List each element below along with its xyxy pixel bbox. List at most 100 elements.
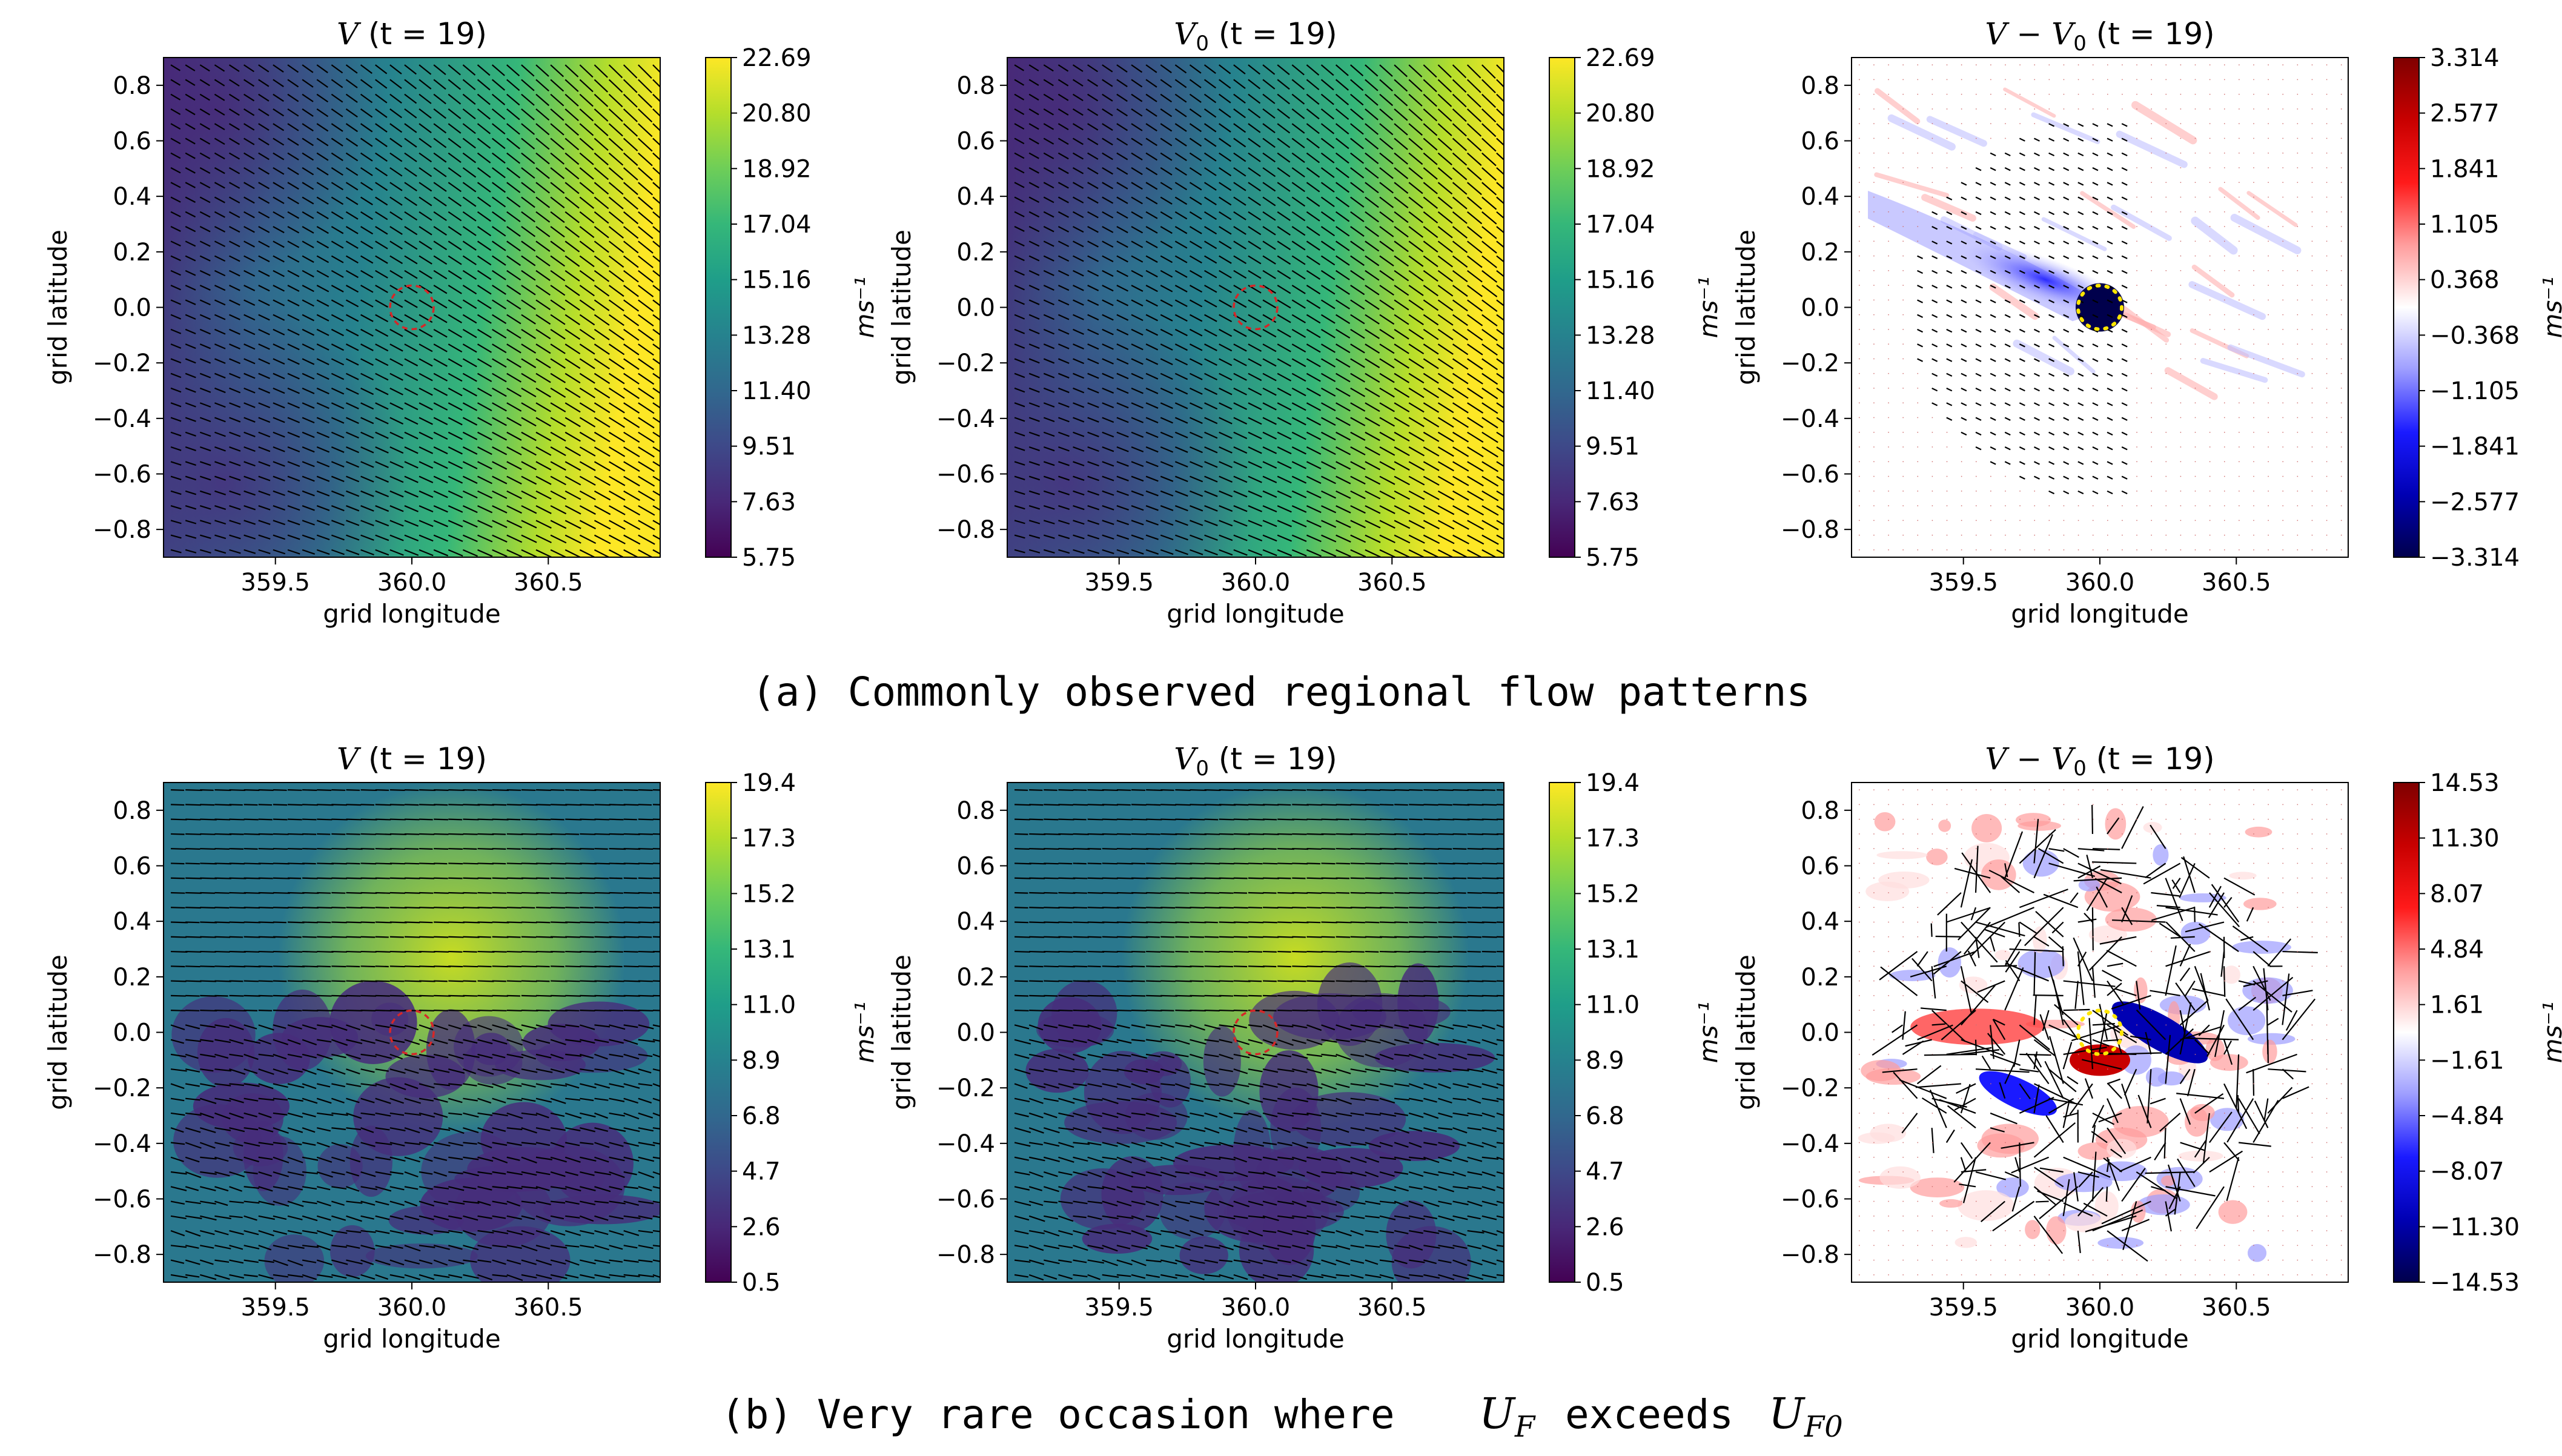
quiver-arrow [1320,328,1336,339]
quiver-arrow [1028,108,1039,116]
difference-streak [1921,194,1976,222]
title-subscript: 0 [2073,31,2087,56]
quiver-arrow [1452,299,1468,312]
quiver-arrow [1043,372,1055,379]
quiver-arrow [492,1274,508,1277]
quiver-arrow [492,372,507,383]
quiver-arrow [2077,240,2084,245]
quiver-arrow [1014,417,1025,422]
quiver-arrow [1116,534,1130,540]
quiver-arrow [1946,328,1953,333]
quiver-arrow [1087,226,1099,233]
quiver-arrow [652,965,660,967]
quiver-arrow [1277,152,1291,163]
quiver-arrow [389,1068,406,1074]
quiver-arrow [1233,387,1247,395]
colorbar-tick-label: 15.2 [742,880,796,908]
quiver-arrow [185,1230,201,1237]
quiver-arrow [375,343,389,352]
quiver-arrow [1437,431,1454,443]
quiver-arrow [506,818,521,821]
quiver-arrow [1043,285,1054,291]
difference-streak [2041,217,2107,251]
quiver-arrow [492,549,508,557]
quiver-arrow [1160,226,1173,234]
quiver-arrow [1320,285,1336,295]
quiver-arrow [580,980,597,982]
quiver-arrow [243,1215,257,1221]
quiver-arrow [331,1186,347,1190]
quiver-arrow [1131,314,1144,322]
quiver-arrow [477,936,491,938]
quiver-arrow [1087,211,1099,219]
quiver-arrow [1291,182,1305,193]
quiver-arrow [623,936,640,938]
y-tick-label: −0.6 [1781,461,1839,489]
quiver-arrow [273,196,285,204]
quiver-arrow [419,446,434,454]
quiver-arrow [491,167,506,179]
quiver-arrow [1350,152,1365,164]
quiver-arrow [317,833,331,835]
quiver-arrow [258,240,270,248]
quiver-arrow [565,1097,581,1101]
quiver-arrow [389,343,403,352]
quiver-arrow [463,1156,479,1160]
quiver-arrow [521,1215,535,1220]
quiver-arrow [477,1274,493,1281]
quiver-arrow [652,314,660,322]
quiver-arrow [609,818,624,821]
quiver-arrow [258,475,271,481]
quiver-arrow [1452,372,1469,385]
quiver-arrow [580,1097,594,1102]
quiver-arrow [331,950,347,953]
quiver-arrow [229,877,247,879]
quiver-arrow [535,1010,550,1011]
quiver-arrow [521,461,537,471]
quiver-arrow [1248,93,1261,104]
quiver-arrow [1073,534,1085,540]
quiver-arrow [535,64,549,77]
quiver-arrow [521,93,535,106]
quiver-arrow [1379,299,1395,311]
quiver-arrow [550,1142,564,1148]
quiver-arrow [1350,108,1364,121]
quiver-arrow [1160,402,1173,409]
quiver-arrow [2004,167,2011,171]
quiver-arrow [199,167,211,174]
quiver-arrow [1131,431,1144,438]
quiver-arrow [1073,402,1085,408]
quiver-arrow [170,93,181,101]
quiver-arrow [2063,358,2070,362]
quiver-arrow [2048,182,2055,186]
quiver-arrow [1145,387,1159,394]
quiver-arrow [1423,446,1440,457]
quiver-arrow [302,1024,317,1030]
quiver-arrow [623,1142,639,1147]
quiver-arrow [1145,270,1158,278]
quiver-arrow [1437,446,1454,457]
quiver-arrow [1291,152,1305,163]
quiver-arrow [492,270,506,280]
quiver-arrow [1408,108,1423,121]
quiver-arrow [1931,285,1938,289]
quiver-arrow [1481,314,1498,327]
quiver-arrow [492,877,508,879]
quiver-arrow [1379,534,1395,543]
quiver-arrow [1160,461,1174,468]
quiver-arrow [389,1156,406,1162]
quiver-arrow [638,965,654,968]
quiver-arrow [638,417,655,429]
quiver-arrow [214,285,226,291]
quiver-arrow [1437,255,1453,268]
field-low-speed-patch [1226,1176,1329,1248]
quiver-arrow [1131,549,1144,555]
quiver-arrow [360,520,374,526]
quiver-arrow [214,1171,230,1177]
quiver-arrow [316,255,329,263]
quiver-arrow [1277,402,1292,411]
quiver-arrow [594,123,609,136]
quiver-arrow [506,299,521,310]
y-tick-label: −0.8 [1781,516,1839,544]
quiver-arrow [623,152,638,166]
